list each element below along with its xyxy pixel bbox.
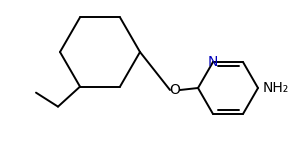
Text: O: O (170, 83, 181, 97)
Text: NH₂: NH₂ (263, 81, 289, 95)
Text: N: N (208, 55, 218, 69)
